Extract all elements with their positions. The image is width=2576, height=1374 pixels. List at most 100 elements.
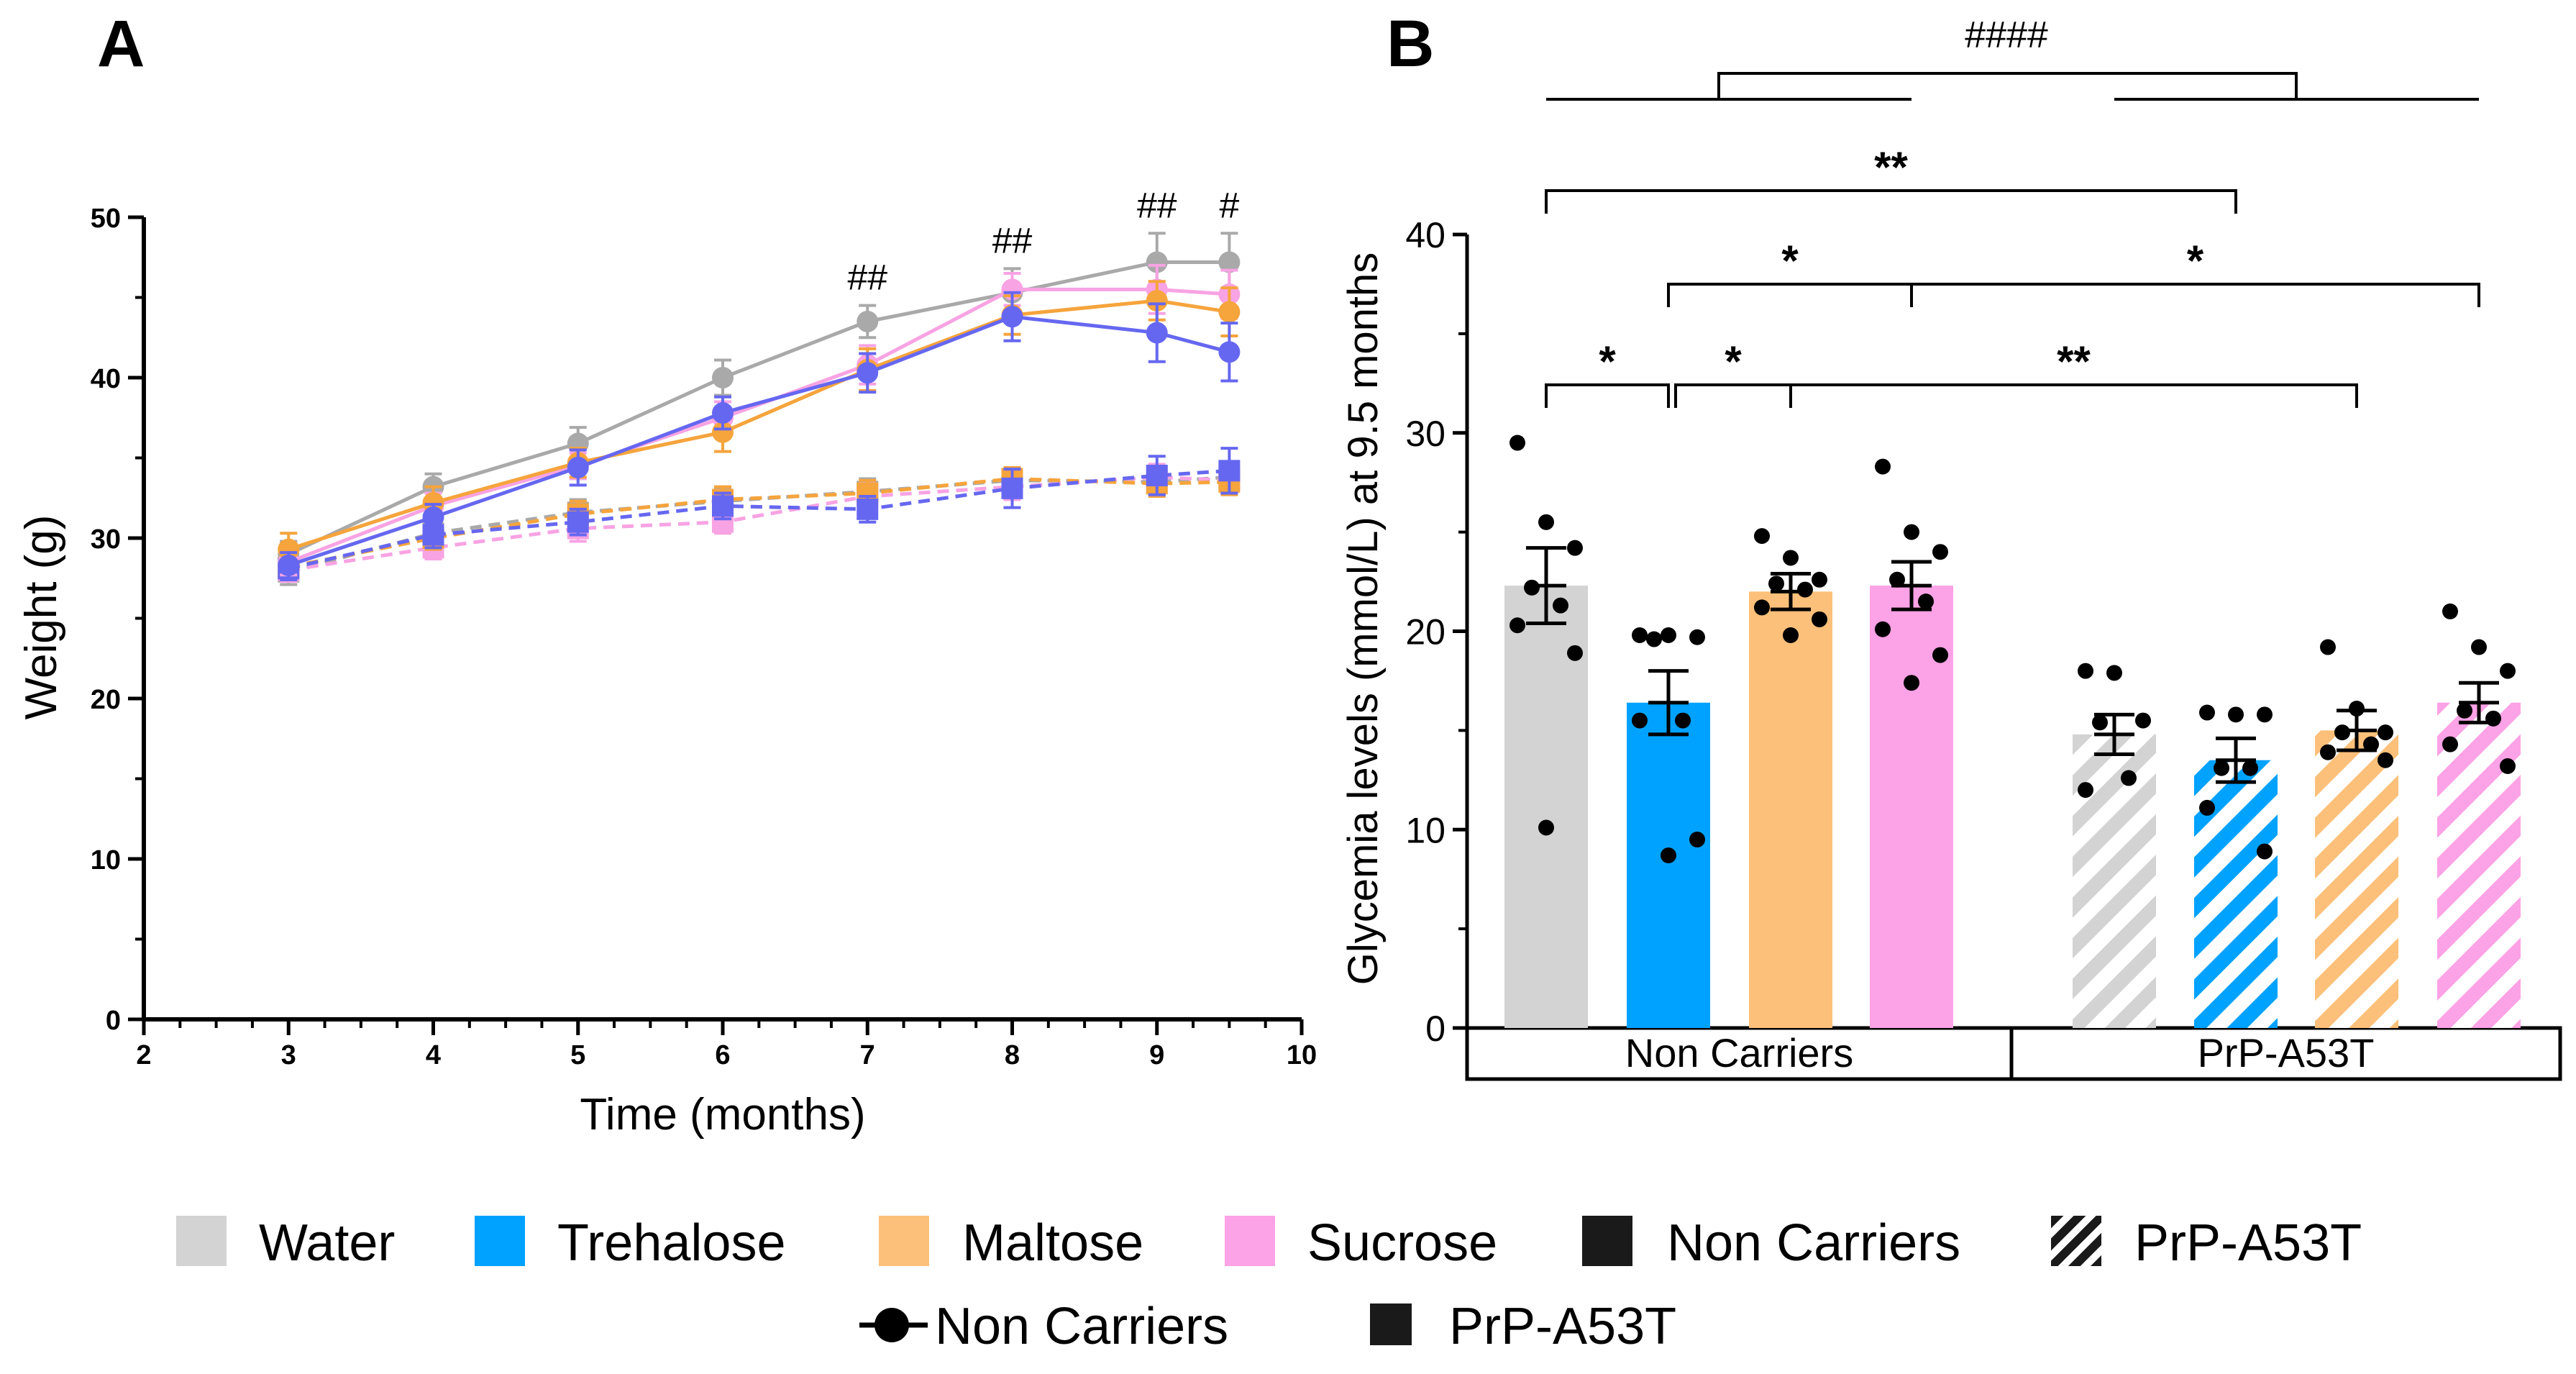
data-point [1509, 435, 1525, 451]
data-point [2320, 744, 2336, 760]
legend-swatch-non-carriers-solid [1582, 1216, 1632, 1266]
panel-a-x-tick-label: 3 [281, 1040, 296, 1070]
data-point [2121, 770, 2137, 786]
data-point [712, 402, 734, 424]
data-point [1783, 550, 1799, 566]
data-point [2228, 706, 2244, 723]
panel-b-axes: 0 10 20 30 40 Non Carriers PrP-A53T [1405, 215, 2562, 1081]
data-point [857, 498, 879, 520]
data-point [1553, 597, 1568, 614]
significance-label: * [1725, 337, 1742, 386]
data-point [1661, 627, 1676, 644]
legend-swatch-sucrose [1225, 1216, 1275, 1266]
panel-a-y-tick-label: 0 [106, 1006, 121, 1036]
data-point [2257, 843, 2273, 860]
panel-a-x-tick-label: 4 [426, 1040, 441, 1070]
significance-label: * [1599, 337, 1616, 386]
data-point [2363, 736, 2379, 752]
data-point [567, 456, 589, 478]
panel-a-axes: 0 10 20 30 40 50 2 3 4 5 6 7 8 9 10 [91, 204, 1317, 1070]
data-point [712, 367, 734, 388]
data-point [2457, 702, 2472, 719]
panel-a-x-tick-label: 6 [715, 1040, 730, 1070]
data-point [1689, 832, 1705, 848]
data-point [1904, 524, 1919, 540]
data-point [2378, 724, 2393, 741]
data-point [1218, 251, 1241, 273]
bracket-line [1667, 283, 1913, 307]
data-point [2320, 639, 2336, 655]
group-bracket-line [1717, 72, 2298, 99]
series-line [288, 468, 1230, 570]
data-point [2500, 663, 2516, 679]
data-point [1932, 544, 1948, 560]
data-point [1889, 571, 1905, 588]
legend-swatch-water [176, 1216, 227, 1266]
panel-a-y-tick-label: 10 [91, 845, 121, 875]
data-point [422, 506, 444, 529]
data-point [857, 362, 879, 384]
panel-a-y-tick-label: 20 [91, 685, 121, 715]
data-point [2135, 712, 2151, 729]
bracket-line [1910, 283, 2480, 307]
data-point [1538, 514, 1554, 530]
data-point [1875, 621, 1891, 637]
significance-annotation: ## [847, 258, 887, 298]
significance-bracket: ** [1545, 143, 2237, 214]
data-point [1524, 579, 1540, 596]
significance-label: * [1781, 237, 1799, 285]
series-line [288, 299, 1230, 551]
legend-label-maltose: Maltose [962, 1214, 1143, 1272]
panel-a-x-tick-label: 9 [1149, 1040, 1164, 1070]
panel-a-x-tick-label: 10 [1287, 1040, 1317, 1070]
data-point [1146, 251, 1168, 273]
panel-b-bar-group-prp-a53t-water [2073, 663, 2156, 1028]
panel-a-x-tick-label: 7 [860, 1040, 875, 1070]
bar [1749, 591, 1832, 1028]
data-point [712, 421, 734, 443]
bar [1627, 702, 1710, 1028]
data-point [1632, 712, 1648, 729]
data-point [1146, 322, 1168, 344]
legend-swatch-maltose [879, 1216, 929, 1266]
panel-a-series-sucrose-non-carriers [278, 263, 1241, 577]
data-point [1567, 540, 1583, 556]
legend-label-non-carriers-lines: Non Carriers [935, 1298, 1228, 1355]
data-point [2378, 752, 2393, 768]
significance-annotation: ## [992, 220, 1033, 260]
significance-bracket: * [1667, 237, 1913, 307]
data-point [2199, 799, 2215, 816]
panel-b-marks [1504, 435, 2521, 1028]
panel-a-x-tick-label: 2 [136, 1040, 151, 1070]
panel-a-x-axis-label: Time (months) [580, 1090, 865, 1139]
data-point [1001, 477, 1023, 499]
data-point [2500, 758, 2516, 775]
data-point [2092, 714, 2108, 731]
significance-annotation: # [1219, 185, 1239, 225]
data-point [1661, 847, 1676, 864]
bar [2315, 730, 2398, 1028]
significance-annotation: ## [1137, 185, 1177, 225]
data-point [2257, 706, 2273, 723]
panel-a-label: A [97, 7, 145, 81]
group-significance-bracket: #### [1546, 14, 2479, 101]
panel-a-x-tick-label: 5 [570, 1040, 585, 1070]
data-point [2078, 663, 2093, 679]
panel-b-bar-group-non-carriers-water [1504, 435, 1588, 1028]
data-point [1146, 465, 1168, 487]
significance-label: ** [1874, 143, 1908, 191]
data-point [2078, 782, 2093, 799]
data-point [1812, 571, 1827, 588]
data-point [1689, 629, 1705, 645]
panel-b-y-tick-label: 20 [1405, 612, 1445, 652]
data-point [1675, 712, 1691, 729]
panel-a-y-tick-label: 40 [91, 364, 121, 394]
significance-bracket: * [1910, 237, 2480, 307]
data-point [1783, 627, 1799, 644]
panel-b-bar-group-prp-a53t-trehalose [2194, 704, 2278, 1028]
data-point [1932, 647, 1948, 663]
panel-b-bar-group-non-carriers-sucrose [1870, 458, 1953, 1028]
data-point [1904, 675, 1919, 691]
data-point [2214, 760, 2229, 776]
panel-a-series-trehalose-non-carriers [278, 291, 1241, 580]
